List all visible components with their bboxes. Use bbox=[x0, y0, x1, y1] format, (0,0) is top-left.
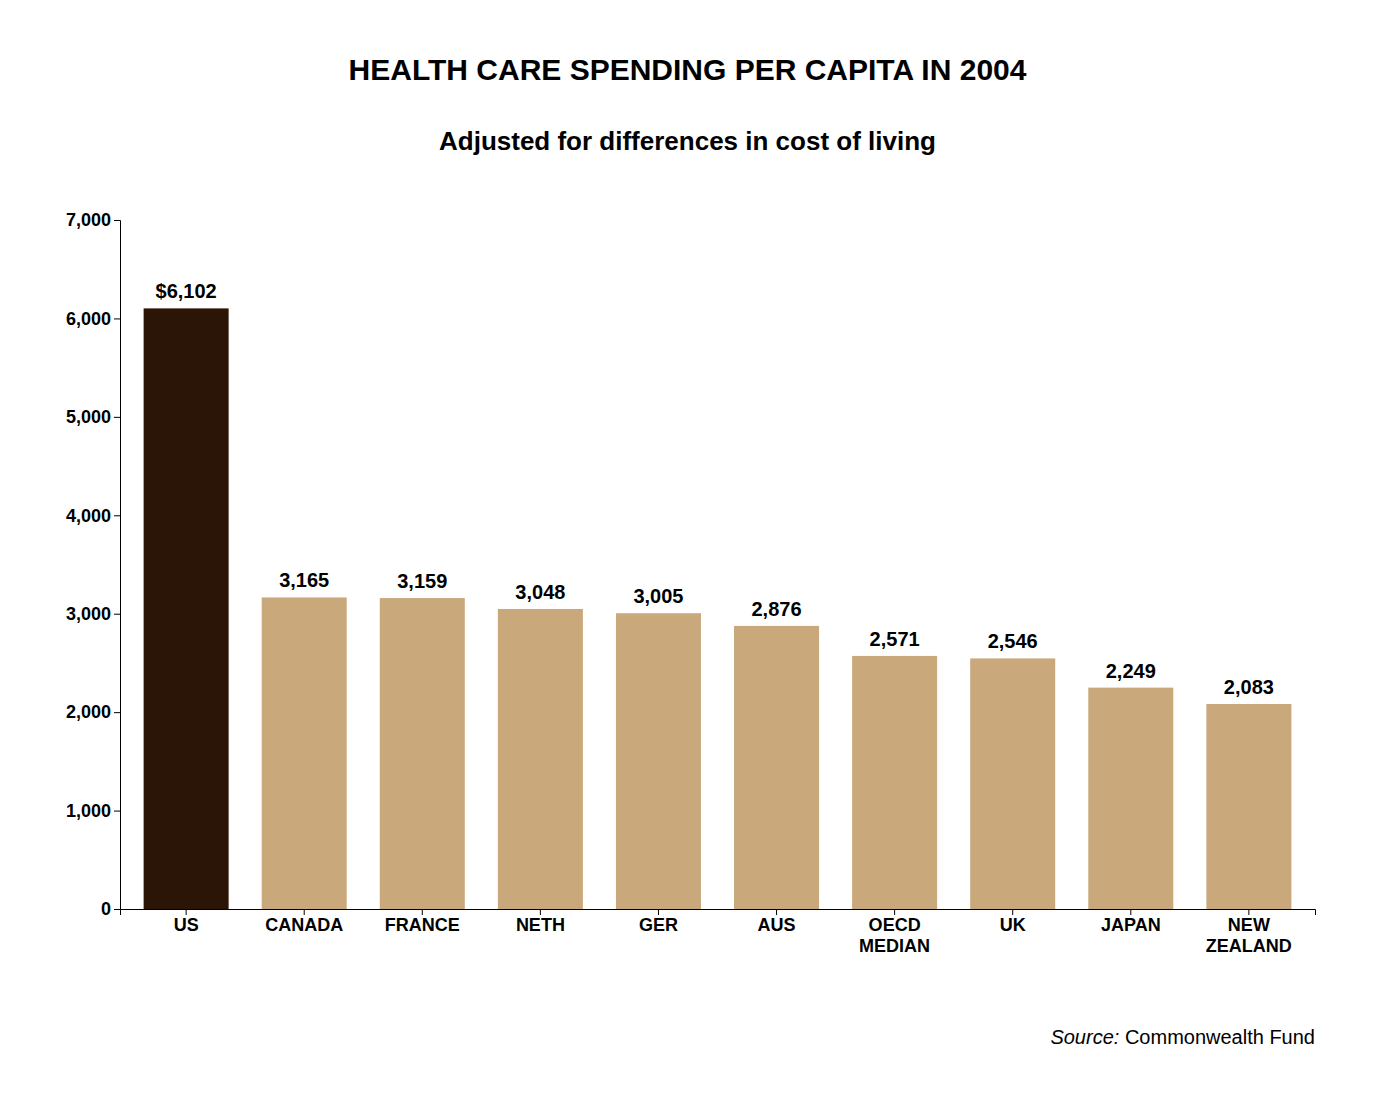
plot: $6,102 3,165 3,159 3,048 3,005 2,876 2,571 2,54… bbox=[66, 210, 1316, 956]
bar bbox=[1206, 704, 1291, 909]
data-label: 3,005 bbox=[633, 585, 683, 607]
data-label: 3,165 bbox=[279, 569, 329, 591]
source: Source: Commonwealth Fund bbox=[1050, 1026, 1315, 1048]
data-label: 3,159 bbox=[397, 570, 447, 592]
bar bbox=[262, 597, 347, 909]
x-tick-label: US bbox=[174, 915, 199, 935]
x-tick: NEWZEALAND bbox=[1206, 909, 1292, 956]
x-tick: US bbox=[174, 909, 199, 935]
source-part: Commonwealth Fund bbox=[1119, 1026, 1315, 1048]
data-labels: $6,102 3,165 3,159 3,048 3,005 2,876 2,571 2,54… bbox=[156, 280, 1274, 698]
data-label: 2,546 bbox=[988, 630, 1038, 652]
y-tick: 3,000 bbox=[66, 604, 120, 624]
x-tick: UK bbox=[1000, 909, 1026, 935]
bar bbox=[380, 598, 465, 909]
x-tick-label: CANADA bbox=[265, 915, 343, 935]
chart: HEALTH CARE SPENDING PER CAPITA IN 2004 A… bbox=[0, 0, 1375, 1099]
data-label: 2,083 bbox=[1224, 676, 1274, 698]
data-label: 2,571 bbox=[870, 628, 920, 650]
y-tick-mark bbox=[114, 220, 120, 221]
bar bbox=[970, 658, 1055, 909]
x-tick: JAPAN bbox=[1101, 909, 1161, 935]
y-tick-label: 1,000 bbox=[66, 801, 111, 821]
x-tick-label: UK bbox=[1000, 915, 1026, 935]
y-tick: 4,000 bbox=[66, 506, 120, 526]
data-label: 2,876 bbox=[752, 598, 802, 620]
y-tick: 2,000 bbox=[66, 702, 120, 722]
x-tick: OECDMEDIAN bbox=[859, 909, 930, 956]
title: HEALTH CARE SPENDING PER CAPITA IN 2004 bbox=[349, 53, 1027, 86]
y-axis: 0 1,000 2,000 3,000 4,000 5,000 6,000 7,000 bbox=[66, 210, 121, 919]
y-tick-label: 6,000 bbox=[66, 309, 111, 329]
x-tick: AUS bbox=[758, 909, 796, 935]
y-tick-label: 4,000 bbox=[66, 506, 111, 526]
x-tick: FRANCE bbox=[385, 909, 460, 935]
y-tick-mark bbox=[114, 417, 120, 418]
x-tick-label: AUS bbox=[758, 915, 796, 935]
y-tick: 0 bbox=[101, 899, 120, 919]
y-tick-label: 3,000 bbox=[66, 604, 111, 624]
x-tick-label: OECDMEDIAN bbox=[859, 915, 930, 957]
source-part: Source: bbox=[1050, 1026, 1119, 1048]
y-tick-mark bbox=[114, 811, 120, 812]
y-tick: 1,000 bbox=[66, 801, 120, 821]
y-tick: 5,000 bbox=[66, 407, 120, 427]
x-tick-label: FRANCE bbox=[385, 915, 460, 935]
x-axis: US CANADA FRANCE NETH GER AUS OECDMEDIAN UK JAPA… bbox=[121, 909, 1316, 956]
bars bbox=[144, 308, 1292, 909]
bar bbox=[616, 613, 701, 909]
y-tick-label: 2,000 bbox=[66, 702, 111, 722]
data-label: $6,102 bbox=[156, 280, 217, 302]
x-tick-label: NEWZEALAND bbox=[1206, 915, 1292, 957]
y-tick-mark bbox=[114, 909, 120, 910]
y-tick: 7,000 bbox=[66, 210, 120, 230]
bar bbox=[852, 656, 937, 909]
subtitle: Adjusted for differences in cost of livi… bbox=[439, 126, 936, 156]
y-tick-mark bbox=[114, 318, 120, 319]
y-tick: 6,000 bbox=[66, 309, 120, 329]
x-tick: NETH bbox=[516, 909, 565, 935]
y-tick-mark bbox=[114, 712, 120, 713]
y-tick-label: 0 bbox=[101, 899, 111, 919]
x-tick-label: JAPAN bbox=[1101, 915, 1161, 935]
x-tick-label: GER bbox=[639, 915, 678, 935]
y-tick-mark bbox=[114, 515, 120, 516]
data-label: 3,048 bbox=[515, 581, 565, 603]
bar bbox=[734, 626, 819, 909]
bar bbox=[1088, 688, 1173, 909]
y-tick-label: 7,000 bbox=[66, 210, 111, 230]
y-tick-label: 5,000 bbox=[66, 407, 111, 427]
data-label: 2,249 bbox=[1106, 660, 1156, 682]
y-axis-line bbox=[114, 221, 121, 910]
y-tick-mark bbox=[114, 614, 120, 615]
bar bbox=[498, 609, 583, 909]
x-tick: GER bbox=[639, 909, 678, 935]
x-tick-label: NETH bbox=[516, 915, 565, 935]
x-tick: CANADA bbox=[265, 909, 343, 935]
bar bbox=[144, 308, 229, 909]
